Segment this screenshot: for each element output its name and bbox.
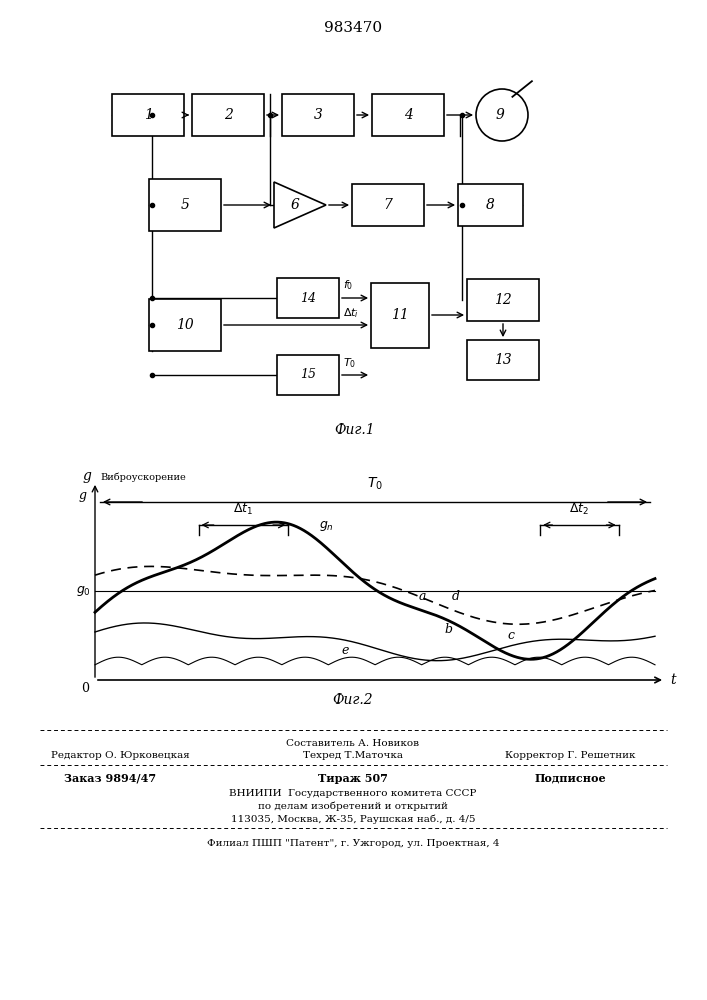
Text: 5: 5 [180, 198, 189, 212]
Polygon shape [274, 182, 326, 228]
Text: 14: 14 [300, 292, 316, 304]
Bar [467, 340, 539, 380]
Text: Составитель А. Новиков: Составитель А. Новиков [286, 738, 419, 748]
Text: 1: 1 [144, 108, 153, 122]
Text: a: a [419, 590, 426, 603]
Text: 9: 9 [496, 108, 504, 122]
Text: d: d [452, 590, 460, 603]
Text: $T_0$: $T_0$ [343, 356, 356, 370]
Text: 10: 10 [176, 318, 194, 332]
Text: Фиг.1: Фиг.1 [334, 423, 375, 437]
Text: 7: 7 [384, 198, 392, 212]
Text: $\Delta t_2$: $\Delta t_2$ [569, 502, 590, 517]
Text: Фиг.2: Фиг.2 [333, 693, 373, 707]
Text: 13: 13 [494, 353, 512, 367]
Text: 6: 6 [291, 198, 300, 212]
Bar [457, 184, 522, 226]
Text: 4: 4 [404, 108, 412, 122]
Text: 8: 8 [486, 198, 494, 212]
Circle shape [476, 89, 528, 141]
Text: Подписное: Подписное [534, 772, 606, 784]
Text: $f_0$: $f_0$ [343, 278, 354, 292]
Text: b: b [444, 623, 452, 636]
Text: Виброускорение: Виброускорение [100, 473, 186, 482]
Text: 0: 0 [81, 682, 89, 694]
Bar [149, 179, 221, 231]
Bar [371, 282, 429, 348]
Text: $\Delta t_1$: $\Delta t_1$ [233, 502, 254, 517]
Text: Редактор О. Юрковецкая: Редактор О. Юрковецкая [51, 752, 189, 760]
Bar [467, 279, 539, 321]
Bar [277, 278, 339, 318]
Text: $g_0$: $g_0$ [76, 584, 90, 598]
Text: 983470: 983470 [324, 21, 382, 35]
Text: 2: 2 [223, 108, 233, 122]
Text: $\Delta t_i$: $\Delta t_i$ [343, 306, 359, 320]
Text: Корректор Г. Решетник: Корректор Г. Решетник [505, 752, 636, 760]
Text: 113035, Москва, Ж-35, Раушская наб., д. 4/5: 113035, Москва, Ж-35, Раушская наб., д. … [230, 814, 475, 824]
Text: по делам изобретений и открытий: по делам изобретений и открытий [258, 801, 448, 811]
Text: $T_0$: $T_0$ [367, 476, 383, 492]
Text: 12: 12 [494, 293, 512, 307]
Bar [192, 94, 264, 136]
Bar [282, 94, 354, 136]
Text: 3: 3 [314, 108, 322, 122]
Bar [149, 299, 221, 351]
Text: g: g [83, 469, 91, 483]
Bar [372, 94, 444, 136]
Text: 11: 11 [391, 308, 409, 322]
Text: g: g [79, 488, 87, 502]
Text: e: e [341, 644, 349, 657]
Text: Заказ 9894/47: Заказ 9894/47 [64, 772, 156, 784]
Bar [112, 94, 184, 136]
Text: ВНИИПИ  Государственного комитета СССР: ВНИИПИ Государственного комитета СССР [229, 788, 477, 798]
Text: Тираж 507: Тираж 507 [318, 772, 388, 784]
Text: Филиал ПШП "Патент", г. Ужгород, ул. Проектная, 4: Филиал ПШП "Патент", г. Ужгород, ул. Про… [206, 838, 499, 848]
Text: 15: 15 [300, 368, 316, 381]
Bar [352, 184, 424, 226]
Text: t: t [670, 673, 676, 687]
Bar [277, 355, 339, 395]
Text: c: c [508, 629, 515, 642]
Text: Техред Т.Маточка: Техред Т.Маточка [303, 752, 403, 760]
Text: $g_n$: $g_n$ [319, 519, 334, 533]
